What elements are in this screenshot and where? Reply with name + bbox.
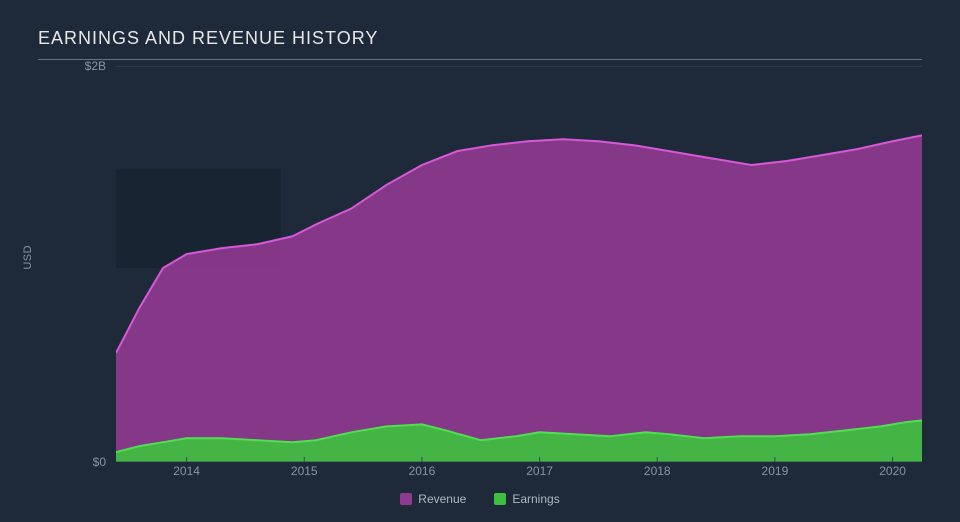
x-tick-label: 2017 [526, 464, 553, 478]
legend-item-revenue: Revenue [400, 492, 466, 506]
x-tick-label: 2015 [291, 464, 318, 478]
plot-svg [116, 66, 922, 462]
x-tick-label: 2018 [644, 464, 671, 478]
y-axis-labels: $0$2B [56, 66, 106, 486]
chart-container: EARNINGS AND REVENUE HISTORY USD $0$2B 2… [0, 0, 960, 522]
legend-swatch [494, 493, 506, 505]
legend-swatch [400, 493, 412, 505]
legend-label: Revenue [418, 492, 466, 506]
x-tick-label: 2016 [409, 464, 436, 478]
x-tick-label: 2019 [762, 464, 789, 478]
plot-frame [116, 66, 922, 462]
chart-wrap: USD $0$2B 2014201520162017201820192020 [38, 66, 922, 486]
y-tick-label: $0 [93, 455, 106, 469]
x-axis-labels: 2014 2015 2016 2017 2018 2019 2020 [116, 464, 922, 482]
legend-item-earnings: Earnings [494, 492, 559, 506]
y-axis-title: USD [22, 245, 34, 270]
x-tick-label: 2014 [173, 464, 200, 478]
y-tick-label: $2B [85, 59, 106, 73]
legend-label: Earnings [512, 492, 559, 506]
legend: Revenue Earnings [38, 492, 922, 506]
x-tick-label: 2020 [879, 464, 906, 478]
chart-title: EARNINGS AND REVENUE HISTORY [38, 28, 922, 60]
